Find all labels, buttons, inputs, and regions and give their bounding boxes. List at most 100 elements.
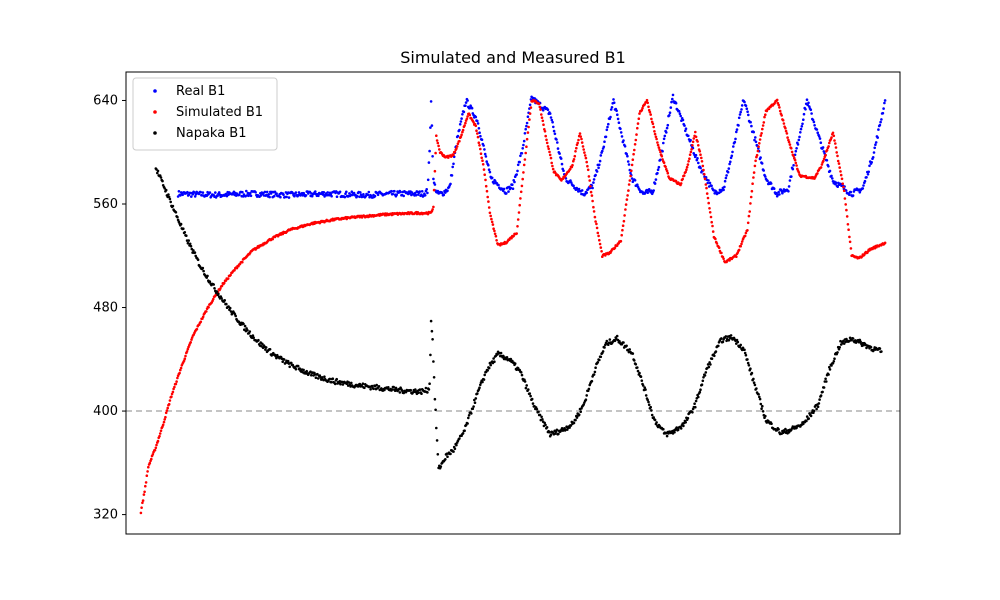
data-point bbox=[673, 430, 676, 434]
data-point bbox=[851, 337, 855, 340]
data-point bbox=[653, 130, 656, 133]
data-point bbox=[484, 155, 488, 158]
data-point bbox=[710, 357, 714, 361]
data-point bbox=[627, 189, 630, 192]
data-point bbox=[195, 327, 199, 331]
data-point bbox=[662, 427, 665, 431]
data-point bbox=[370, 384, 374, 388]
data-point bbox=[241, 260, 244, 264]
data-point bbox=[472, 121, 475, 124]
data-point bbox=[674, 101, 678, 105]
data-point bbox=[456, 142, 460, 145]
data-point bbox=[347, 381, 351, 384]
data-point bbox=[668, 111, 672, 114]
data-point bbox=[606, 125, 609, 129]
data-point bbox=[479, 134, 482, 138]
data-point bbox=[375, 383, 379, 387]
data-point bbox=[290, 361, 293, 365]
data-point bbox=[553, 132, 557, 136]
data-point bbox=[825, 159, 829, 162]
data-point bbox=[616, 117, 620, 121]
data-point bbox=[376, 193, 380, 197]
data-point bbox=[649, 405, 652, 409]
data-point bbox=[764, 414, 767, 418]
data-point bbox=[665, 169, 669, 173]
data-point bbox=[192, 249, 195, 252]
data-point bbox=[708, 207, 711, 210]
data-point bbox=[302, 368, 305, 372]
data-point bbox=[734, 137, 737, 141]
data-point bbox=[478, 131, 481, 134]
data-point bbox=[661, 158, 664, 161]
data-point bbox=[612, 98, 615, 101]
data-point bbox=[577, 187, 581, 191]
data-point bbox=[760, 132, 763, 135]
data-point bbox=[595, 226, 599, 230]
data-point bbox=[728, 162, 731, 166]
data-point bbox=[659, 158, 662, 162]
data-point bbox=[817, 402, 821, 405]
data-point bbox=[424, 386, 428, 390]
data-point bbox=[621, 224, 625, 227]
data-point bbox=[676, 428, 680, 432]
data-point bbox=[516, 225, 519, 228]
data-point bbox=[849, 190, 853, 194]
data-point bbox=[709, 215, 713, 219]
data-point bbox=[649, 113, 652, 116]
data-point bbox=[475, 129, 478, 132]
data-point bbox=[399, 190, 402, 194]
data-point bbox=[174, 382, 178, 386]
data-point bbox=[761, 410, 765, 413]
data-point bbox=[671, 93, 675, 97]
data-point bbox=[598, 159, 602, 163]
data-point bbox=[749, 202, 752, 205]
data-point bbox=[493, 229, 496, 233]
data-point bbox=[547, 147, 550, 151]
data-point bbox=[202, 269, 205, 273]
data-point bbox=[429, 319, 433, 323]
data-point bbox=[650, 117, 653, 121]
data-point bbox=[483, 373, 487, 377]
data-point bbox=[583, 154, 587, 157]
data-point bbox=[836, 154, 839, 158]
data-point bbox=[744, 353, 748, 357]
data-point bbox=[544, 423, 547, 427]
data-point bbox=[822, 157, 826, 161]
data-point bbox=[689, 138, 692, 142]
data-point bbox=[550, 161, 553, 165]
data-point bbox=[245, 189, 248, 193]
data-point bbox=[759, 402, 763, 406]
data-point bbox=[694, 130, 697, 134]
data-point bbox=[711, 224, 714, 228]
data-point bbox=[827, 165, 830, 168]
data-point bbox=[252, 336, 255, 340]
data-point bbox=[170, 395, 173, 399]
data-point bbox=[592, 178, 596, 181]
data-point bbox=[425, 188, 429, 191]
data-point bbox=[647, 400, 650, 404]
data-point bbox=[739, 343, 742, 347]
data-point bbox=[760, 162, 764, 165]
data-point bbox=[623, 214, 626, 217]
data-point bbox=[465, 117, 469, 121]
y-tick-label: 560 bbox=[93, 197, 118, 212]
data-point bbox=[677, 109, 681, 113]
data-point bbox=[594, 220, 597, 223]
data-point bbox=[868, 164, 871, 168]
data-point bbox=[691, 411, 694, 414]
data-point bbox=[697, 144, 700, 147]
data-point bbox=[836, 185, 839, 188]
data-point bbox=[706, 363, 710, 366]
data-point bbox=[636, 122, 640, 125]
data-point bbox=[598, 163, 601, 167]
data-point bbox=[701, 379, 705, 383]
data-point bbox=[483, 148, 486, 151]
data-point bbox=[880, 118, 883, 121]
data-point bbox=[836, 159, 840, 163]
data-point bbox=[859, 340, 862, 344]
data-point bbox=[870, 161, 873, 164]
data-point bbox=[191, 193, 195, 196]
data-point bbox=[282, 193, 285, 196]
y-tick-label: 400 bbox=[93, 404, 118, 419]
data-point bbox=[478, 386, 481, 390]
